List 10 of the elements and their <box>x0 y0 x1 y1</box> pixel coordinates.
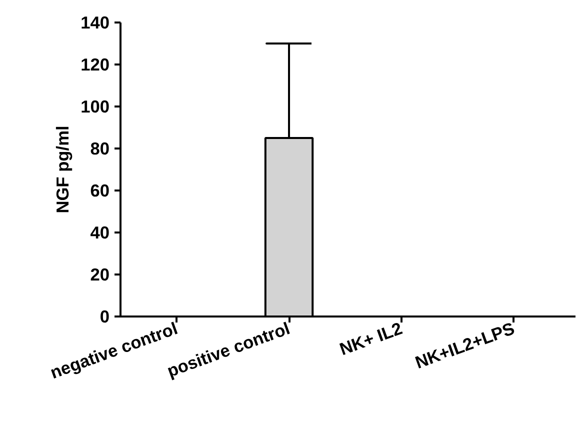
y-tick-label: 100 <box>80 96 110 116</box>
y-tick-label: 120 <box>80 54 110 74</box>
x-tick-label: NK+ IL2 <box>336 318 405 360</box>
y-tick-label: 20 <box>90 264 110 284</box>
y-axis-title: NGF pg/ml <box>52 126 73 214</box>
y-tick-label: 60 <box>90 180 110 200</box>
y-tick-label: 140 <box>80 12 110 32</box>
y-tick-label: 80 <box>90 138 110 158</box>
y-tick-label: 40 <box>90 222 110 242</box>
y-tick-label: 0 <box>100 306 110 326</box>
